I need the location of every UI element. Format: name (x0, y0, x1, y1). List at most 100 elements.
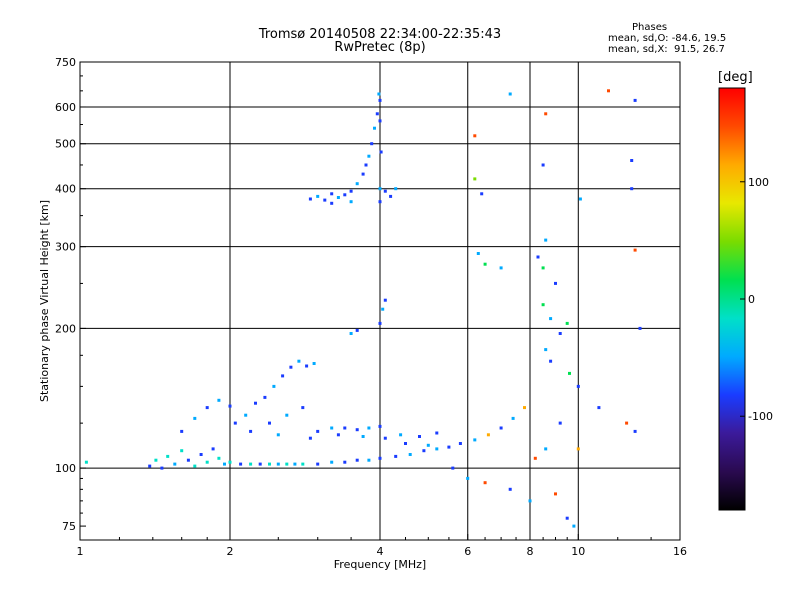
x-tick-label: 16 (673, 545, 687, 558)
data-point (276, 462, 280, 466)
data-point (499, 266, 503, 270)
colorbar-ticks: 100 0 -100 (740, 176, 773, 423)
data-point (349, 200, 353, 204)
data-point (451, 466, 455, 470)
data-point (633, 429, 637, 433)
x-axis: 1 2 4 6 8 10 16 (77, 534, 687, 558)
x-tick-label: 4 (377, 545, 384, 558)
data-point (276, 433, 280, 437)
data-point (336, 433, 340, 437)
data-point (249, 429, 253, 433)
data-point (558, 332, 562, 335)
data-point (281, 374, 285, 378)
data-point (297, 359, 301, 363)
data-point (597, 406, 601, 410)
data-point (367, 154, 371, 158)
data-point (511, 416, 515, 420)
data-point (180, 429, 184, 433)
data-point (239, 462, 243, 466)
x-axis-label: Frequency [MHz] (334, 558, 426, 571)
data-point (378, 424, 382, 428)
data-point (285, 413, 289, 417)
data-point (355, 458, 359, 462)
data-point (323, 198, 327, 202)
data-point (565, 321, 569, 325)
data-point (399, 433, 403, 437)
data-point (312, 362, 316, 365)
data-point (378, 98, 382, 102)
data-point (422, 449, 426, 453)
data-point (404, 442, 407, 445)
data-point (483, 481, 487, 485)
data-point (258, 462, 262, 466)
data-point (466, 476, 470, 480)
data-point (381, 307, 385, 311)
data-point (330, 192, 334, 196)
data-point (630, 187, 634, 191)
data-point (565, 516, 569, 520)
data-point (308, 436, 312, 440)
data-point (268, 462, 271, 466)
chart-subtitle: RwPretec (8p) (334, 40, 426, 55)
data-point (418, 435, 421, 438)
data-point (355, 428, 359, 432)
grid-lines (80, 62, 680, 540)
data-point (173, 462, 177, 466)
data-point (228, 460, 232, 464)
data-point (378, 456, 382, 460)
data-point (554, 492, 557, 496)
x-tick-label: 1 (77, 545, 84, 558)
y-tick-label: 75 (62, 520, 76, 533)
data-point (308, 197, 312, 201)
data-point (558, 421, 562, 425)
data-point (263, 395, 267, 399)
data-point (301, 406, 305, 410)
data-point (355, 182, 359, 186)
data-point (473, 177, 477, 181)
data-point (499, 426, 503, 430)
data-point (223, 462, 226, 466)
data-point (166, 454, 170, 458)
data-point (367, 426, 371, 430)
data-point (375, 112, 379, 116)
data-point (301, 462, 305, 466)
data-point (205, 406, 209, 410)
x-tick-label: 8 (527, 545, 534, 558)
data-point (217, 456, 221, 460)
data-point (377, 92, 381, 96)
data-point (435, 431, 439, 435)
data-point (343, 193, 347, 197)
data-point (383, 189, 387, 193)
data-point (316, 429, 320, 433)
data-point (544, 348, 548, 352)
data-point (293, 462, 297, 466)
data-point (408, 453, 412, 456)
x-tick-label: 2 (227, 545, 234, 558)
data-point (330, 201, 334, 205)
data-point (578, 197, 582, 201)
phases-header: Phases (632, 22, 668, 33)
y-tick-label: 100 (55, 462, 76, 475)
data-point (383, 298, 387, 302)
data-point (180, 449, 184, 453)
colorbar-unit-label: [deg] (718, 70, 753, 85)
data-point (379, 150, 383, 154)
data-point (244, 413, 248, 417)
y-tick-label: 500 (55, 138, 76, 151)
data-point (394, 454, 398, 458)
data-point (394, 187, 398, 191)
data-point (576, 447, 580, 451)
data-point (554, 281, 557, 285)
data-point (544, 447, 548, 451)
phases-x-stats: mean, sd,X: 91.5, 26.7 (608, 44, 725, 55)
data-point (289, 365, 293, 369)
data-point (154, 458, 158, 462)
data-point (343, 426, 347, 430)
data-point (343, 460, 347, 464)
data-point (349, 189, 353, 193)
data-point (426, 443, 430, 447)
data-point (541, 266, 545, 270)
data-point (148, 464, 152, 468)
colorbar-tick-label: 100 (748, 176, 769, 189)
